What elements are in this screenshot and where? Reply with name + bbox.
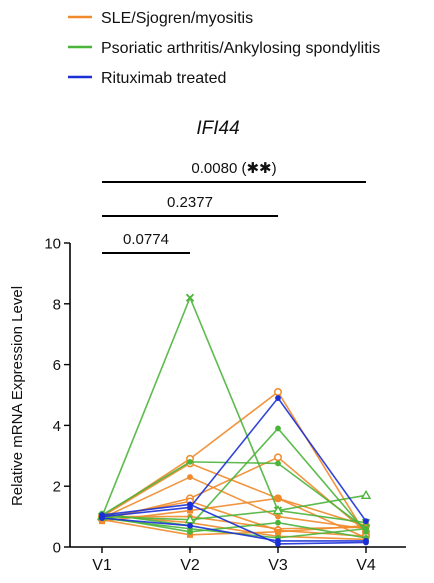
plot-area — [96, 293, 372, 547]
data-point — [363, 538, 369, 544]
legend-label: SLE/Sjogren/myositis — [101, 10, 253, 27]
series-line — [101, 476, 367, 530]
y-tick-label: 0 — [53, 540, 61, 557]
series-line — [101, 461, 367, 530]
data-point — [275, 519, 281, 526]
y-tick-label: 4 — [53, 418, 61, 435]
data-point — [187, 501, 193, 508]
data-point — [363, 525, 369, 532]
data-point — [275, 425, 281, 432]
data-point — [185, 293, 195, 302]
data-point — [274, 453, 282, 462]
legend: SLE/Sjogren/myositis Psoriatic arthritis/… — [68, 10, 380, 87]
legend-label: Psoriatic arthritis/Ankylosing spondylit… — [101, 40, 380, 57]
series-line — [101, 396, 367, 522]
data-point — [184, 514, 196, 524]
data-point — [187, 528, 193, 535]
series-line — [101, 494, 367, 521]
data-point — [187, 507, 193, 514]
series-line — [101, 515, 367, 539]
data-point — [275, 513, 281, 520]
data-point — [363, 522, 369, 529]
x-tick-label: V2 — [180, 557, 200, 574]
series-line — [101, 517, 366, 542]
data-point — [187, 531, 193, 538]
series-line — [101, 295, 367, 524]
data-point — [275, 460, 281, 467]
x-tick-label: V3 — [268, 557, 288, 574]
data-point — [275, 495, 281, 502]
y-axis-label: Relative mRNA Expression Level — [9, 286, 26, 506]
series-line — [101, 462, 367, 527]
p-value-label: 0.0080 (✱✱) — [191, 160, 276, 177]
data-point — [363, 518, 369, 525]
data-point — [187, 458, 193, 465]
legend-label: Rituximab treated — [101, 70, 226, 87]
data-point — [272, 505, 284, 515]
p-value-label: 0.2377 — [167, 194, 213, 211]
y-tick-label: 6 — [53, 357, 61, 374]
axes: 0 2 4 6 8 10 V1 V2 V3 V4 — [44, 236, 406, 574]
data-point — [275, 528, 281, 535]
x-tick-label: V1 — [92, 557, 112, 574]
series-line — [101, 427, 367, 533]
data-point — [187, 522, 193, 529]
x-tick-label: V4 — [356, 557, 376, 574]
data-point — [274, 388, 282, 396]
y-tick-label: 8 — [53, 296, 61, 313]
data-point — [275, 395, 281, 401]
y-tick-label: 10 — [44, 236, 61, 253]
data-point — [275, 538, 281, 544]
chart-title: IFI44 — [196, 118, 239, 139]
data-point — [360, 489, 372, 500]
y-tick-label: 2 — [53, 479, 61, 496]
data-point — [187, 474, 193, 480]
data-point — [99, 515, 105, 522]
significance-brackets: 0.0774 0.2377 0.0080 (✱✱) — [102, 160, 366, 254]
series-line — [101, 503, 367, 545]
p-value-label: 0.0774 — [123, 231, 169, 248]
